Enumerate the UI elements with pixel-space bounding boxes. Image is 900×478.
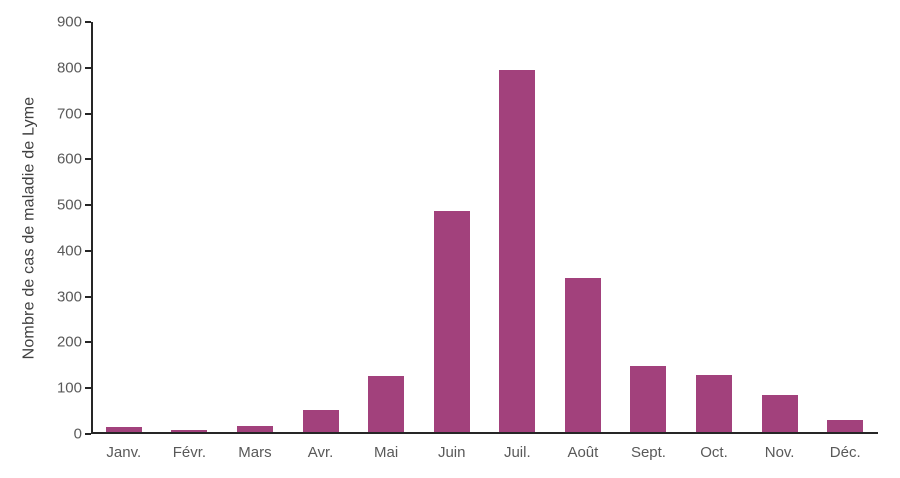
y-tick-mark	[85, 204, 91, 207]
bar-juil	[499, 70, 536, 432]
bar-mars	[236, 426, 273, 432]
bar-fvr	[171, 429, 208, 432]
bar-juin	[433, 211, 470, 432]
x-tick-label: Juil.	[503, 444, 531, 461]
x-tick-label: Avr.	[307, 444, 334, 461]
bar-oct	[696, 374, 733, 432]
bar-sept	[630, 365, 667, 432]
y-tick-mark	[85, 249, 91, 252]
y-tick-mark	[85, 433, 91, 435]
y-tick-label: 400	[56, 242, 82, 260]
y-tick-mark	[85, 295, 91, 298]
x-tick-label: Mars	[238, 444, 272, 461]
x-tick-label: Nov.	[764, 444, 795, 461]
y-tick-label: 200	[56, 333, 82, 351]
y-tick-mark	[85, 158, 91, 161]
y-tick-mark	[85, 387, 91, 390]
y-tick-label: 700	[56, 105, 82, 123]
y-axis-title-text: Nombre de cas de maladie de Lyme	[20, 96, 37, 360]
x-tick-label: Janv.	[106, 444, 142, 461]
plot-area	[91, 22, 878, 434]
y-tick-mark	[85, 66, 91, 69]
x-tick-label: Oct.	[700, 444, 728, 461]
y-tick-label: 0	[73, 425, 82, 443]
y-tick-label: 900	[56, 13, 82, 31]
x-tick-label: Déc.	[829, 444, 861, 461]
y-tick-label: 500	[56, 196, 82, 214]
y-tick-label: 800	[56, 59, 82, 77]
bar-aot	[564, 277, 601, 432]
bar-nov	[761, 395, 798, 432]
x-tick-label: Mai	[374, 444, 399, 461]
x-tick-label: Sept.	[630, 444, 666, 461]
bar-janv	[105, 427, 142, 432]
y-tick-mark	[85, 341, 91, 344]
y-tick-label: 300	[56, 288, 82, 306]
x-tick-label: Août	[567, 444, 599, 461]
y-tick-mark	[85, 112, 91, 115]
x-tick-label: Juin	[437, 444, 466, 461]
y-tick-label: 600	[56, 150, 82, 168]
bar-avr	[302, 410, 339, 432]
y-tick-mark	[85, 21, 91, 23]
y-axis-title: Nombre de cas de maladie de Lyme	[14, 22, 44, 434]
bar-dc	[827, 420, 864, 432]
bar-mai	[368, 375, 405, 432]
y-tick-label: 100	[56, 379, 82, 397]
x-tick-label: Févr.	[172, 444, 207, 461]
